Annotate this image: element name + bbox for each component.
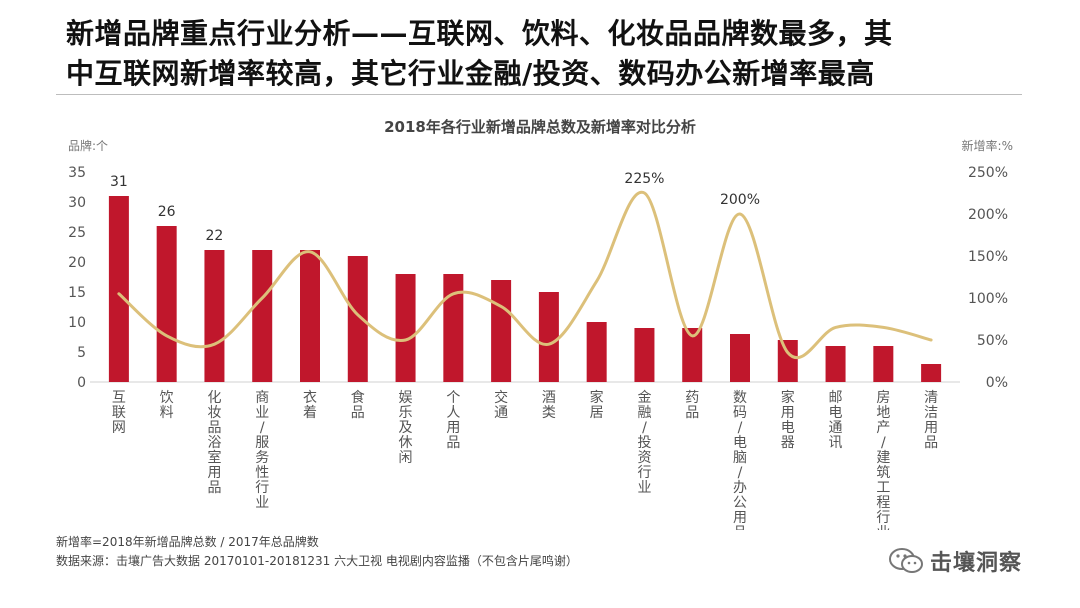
y-right-tick: 150% <box>968 249 1008 265</box>
x-tick-label: 清洁用品 <box>924 390 938 451</box>
bar-15 <box>777 340 798 382</box>
bar-14 <box>730 334 750 382</box>
x-tick-label: 邮电通讯 <box>829 390 843 451</box>
x-tick-label: 房地产/建筑工程行业 <box>876 390 890 530</box>
chart-title: 2018年各行业新增品牌总数及新增率对比分析 <box>384 118 696 136</box>
y-left-tick: 35 <box>68 165 86 181</box>
x-tick-label: 衣着 <box>303 390 317 421</box>
headline-line-2: 中互联网新增率较高，其它行业金融/投资、数码办公新增率最高 <box>66 57 875 90</box>
y-left-tick: 0 <box>77 375 86 391</box>
x-tick-label: 家居 <box>590 389 604 421</box>
y-left-tick: 10 <box>68 315 86 331</box>
y-left-tick: 5 <box>77 345 86 361</box>
y-right-label: 新增率:% <box>962 138 1013 153</box>
bar-4 <box>252 250 273 382</box>
bar-6 <box>347 256 368 382</box>
x-tick-label: 个人用品 <box>446 390 460 451</box>
bar-1 <box>108 196 129 382</box>
x-tick-label: 药品 <box>685 390 699 421</box>
bar-8 <box>443 274 464 382</box>
x-tick-label: 化妆品浴室用品 <box>207 390 221 496</box>
wechat-icon <box>889 548 923 573</box>
y-right-tick: 100% <box>968 291 1008 307</box>
y-left-tick: 30 <box>68 195 86 211</box>
bar-2 <box>156 226 177 382</box>
y-right-tick: 250% <box>968 165 1008 181</box>
y-right-tick: 200% <box>968 207 1008 223</box>
x-tick-label: 互联网 <box>112 390 126 436</box>
bar-3 <box>204 250 225 382</box>
data-label: 225% <box>624 171 664 187</box>
bar-11 <box>586 322 607 382</box>
bar-10 <box>538 292 559 382</box>
bar-5 <box>300 250 320 382</box>
data-label: 200% <box>720 192 760 208</box>
x-tick-label: 商业/服务性行业 <box>255 390 269 511</box>
x-tick-label: 金融/投资行业 <box>637 390 651 496</box>
bar-7 <box>395 274 416 382</box>
formula-note: 新增率=2018年新增品牌总数 / 2017年总品牌数 <box>56 535 319 549</box>
x-tick-label: 家用电器 <box>781 389 795 451</box>
headline-line-1: 新增品牌重点行业分析——互联网、饮料、化妆品品牌数最多，其 <box>66 17 893 50</box>
bar-17 <box>873 346 894 382</box>
x-tick-label: 酒类 <box>542 390 556 421</box>
data-label: 31 <box>110 174 128 190</box>
divider <box>56 94 1022 95</box>
y-left-tick: 15 <box>68 285 86 301</box>
brand-name: 击壤洞察 <box>930 551 1023 576</box>
y-left-tick: 20 <box>68 255 86 271</box>
headline: 新增品牌重点行业分析——互联网、饮料、化妆品品牌数最多，其 中互联网新增率较高，… <box>66 14 1026 94</box>
data-label: 22 <box>206 228 224 244</box>
data-label: 26 <box>158 204 176 220</box>
bar-9 <box>491 280 512 382</box>
y-left-label: 品牌:个 <box>68 139 108 153</box>
x-tick-label: 数码/电脑/办公用品 <box>733 390 747 530</box>
x-tick-label: 饮料 <box>160 390 174 421</box>
x-tick-label: 交通 <box>494 389 508 421</box>
bar-18 <box>921 364 942 382</box>
bar-12 <box>634 328 655 382</box>
footnotes: 新增率=2018年新增品牌总数 / 2017年总品牌数 数据来源：击壤广告大数据… <box>56 533 578 571</box>
x-tick-label: 食品 <box>351 389 365 421</box>
y-left-tick: 25 <box>68 225 86 241</box>
brand-watermark: 击壤洞察 <box>888 544 1022 578</box>
bar-13 <box>682 328 703 382</box>
bar-16 <box>825 346 846 382</box>
rate-line <box>117 190 933 360</box>
y-right-tick: 50% <box>977 333 1008 349</box>
source-note: 数据来源：击壤广告大数据 20170101-20181231 六大卫视 电视剧内… <box>56 554 578 568</box>
x-tick-label: 娱乐及休闲 <box>399 390 413 466</box>
y-right-tick: 0% <box>986 375 1008 391</box>
